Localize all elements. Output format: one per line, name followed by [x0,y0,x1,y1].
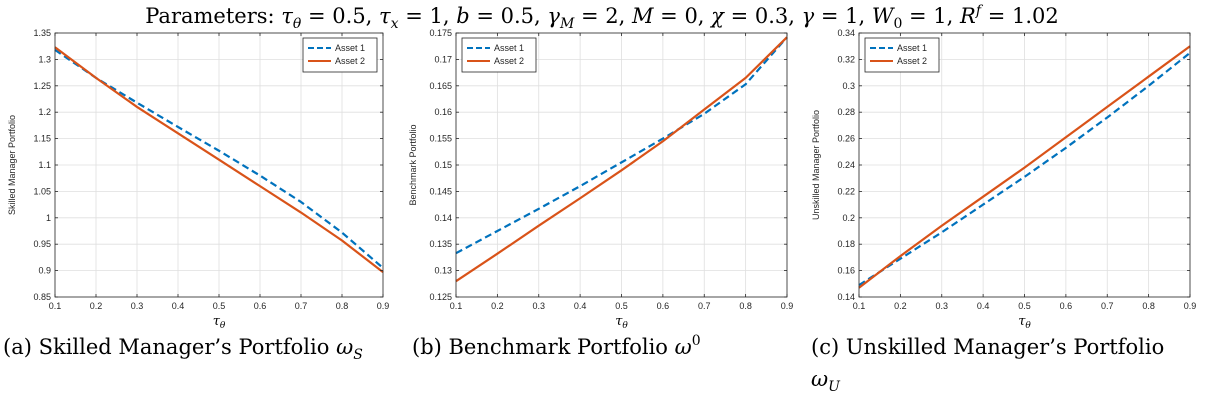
x-tick-label: 0.2 [894,301,907,311]
y-tick-label: 0.135 [429,239,452,249]
x-tick-label: 0.5 [615,301,628,311]
y-tick-label: 1.25 [33,81,51,91]
x-tick-label: 0.6 [1060,301,1073,311]
x-tick-label: 0.8 [1142,301,1155,311]
caption-c-line2: ωU [811,367,841,395]
caption-b: (b) Benchmark Portfolio ω0 [412,333,701,359]
x-tick-label: 0.3 [935,301,948,311]
legend-box [461,37,537,73]
x-tick-label: 0.5 [213,301,226,311]
y-tick-label: 0.155 [429,134,452,144]
y-tick-label: 0.175 [429,28,452,38]
x-tick-label: 0.9 [781,301,794,311]
series-line-1 [54,48,384,269]
x-tick-label: 0.3 [131,301,144,311]
y-tick-label: 0.28 [837,107,855,117]
panel-skilled-manager: 0.1 0.2 0.3 0.4 0.5 0.6 0.7 0.8 0.9 0.85 0.9 0.95 1 1… [7,28,389,331]
y-tick-label: 0.85 [33,292,51,302]
y-tick-label: 0.34 [837,28,855,38]
y-axis-label: Benchmark Portfolio [408,124,418,205]
x-axis-label: τθ [1018,314,1031,331]
y-tick-label: 1.2 [38,107,51,117]
x-tick-label: 0.6 [254,301,267,311]
panel-benchmark: 0.1 0.2 0.3 0.4 0.5 0.6 0.7 0.8 0.9 0.125 0.13 0.13… [408,28,793,331]
y-tick-label: 0.165 [429,81,452,91]
panel-unskilled-manager: 0.1 0.2 0.3 0.4 0.5 0.6 0.7 0.8 0.9 0.14 0.16 0.18 0… [811,28,1196,331]
x-tick-label: 0.6 [657,301,670,311]
parameters-title: Parameters: τθ = 0.5, τx = 1, b = 0.5, γ… [145,3,1059,32]
legend-box [864,37,940,73]
y-tick-label: 0.145 [429,186,452,196]
x-tick-label: 0.7 [295,301,308,311]
y-tick-label: 0.22 [837,186,855,196]
x-tick-label: 0.2 [90,301,103,311]
caption-c-line1: (c) Unskilled Manager’s Portfolio [811,335,1164,359]
y-tick-label: 0.2 [842,213,855,223]
y-tick-label: 0.32 [837,54,855,64]
x-tick-label: 0.8 [336,301,349,311]
x-axis-label: τθ [615,314,628,331]
legend-label-1: Asset 1 [335,43,365,53]
y-tick-label: 1 [46,213,51,223]
legend-label-2: Asset 2 [494,56,524,66]
x-tick-label: 0.7 [1101,301,1114,311]
x-tick-label: 0.9 [377,301,390,311]
y-tick-label: 0.3 [842,81,855,91]
y-tick-label: 0.17 [434,54,452,64]
series-line-2 [858,45,1191,289]
legend: Asset 1 Asset 2 [864,37,940,73]
legend-label-1: Asset 1 [897,43,927,53]
y-tick-label: 0.16 [837,266,855,276]
y-tick-label: 0.18 [837,239,855,249]
x-tick-label: 0.4 [977,301,990,311]
legend-box [302,37,378,73]
caption-a: (a) Skilled Manager’s Portfolio ωS [3,335,363,363]
x-tick-label: 0.4 [172,301,185,311]
y-tick-label: 1.3 [38,54,51,64]
y-tick-label: 0.125 [429,292,452,302]
series-line-2 [54,46,384,274]
y-tick-label: 0.95 [33,239,51,249]
series-line-1 [858,51,1191,287]
x-tick-label: 0.4 [574,301,587,311]
y-tick-label: 1.35 [33,28,51,38]
legend-label-1: Asset 1 [494,43,524,53]
legend: Asset 1 Asset 2 [461,37,537,73]
x-tick-label: 0.5 [1018,301,1031,311]
x-tick-label: 0.7 [698,301,711,311]
y-tick-label: 1.05 [33,186,51,196]
x-tick-label: 0.2 [491,301,504,311]
y-tick-label: 1.1 [38,160,51,170]
y-tick-label: 0.14 [837,292,855,302]
x-tick-label: 0.1 [49,301,62,311]
x-tick-label: 0.1 [450,301,463,311]
y-tick-label: 1.15 [33,134,51,144]
series-line-1 [455,36,788,255]
x-tick-label: 0.1 [853,301,866,311]
legend: Asset 1 Asset 2 [302,37,378,73]
x-tick-label: 0.9 [1184,301,1197,311]
y-axis-label: Skilled Manager Portfolio [7,115,17,215]
series-line-2 [455,36,788,283]
y-tick-label: 0.9 [38,266,51,276]
y-tick-label: 0.26 [837,134,855,144]
y-tick-label: 0.14 [434,213,452,223]
y-tick-label: 0.16 [434,107,452,117]
x-tick-label: 0.8 [739,301,752,311]
legend-label-2: Asset 2 [897,56,927,66]
x-axis-label: τθ [213,314,226,331]
y-tick-label: 0.24 [837,160,855,170]
y-tick-label: 0.13 [434,266,452,276]
y-axis-label: Unskilled Manager Portfolio [811,110,821,220]
legend-label-2: Asset 2 [335,56,365,66]
x-tick-label: 0.3 [532,301,545,311]
y-tick-label: 0.15 [434,160,452,170]
